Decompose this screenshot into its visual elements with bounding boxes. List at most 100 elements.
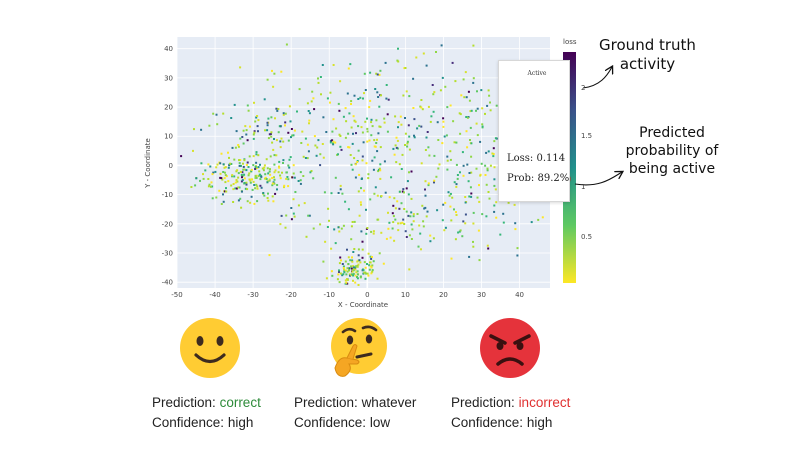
- scatter-point: [285, 171, 288, 174]
- scatter-point: [464, 71, 467, 74]
- scatter-point: [317, 77, 319, 80]
- scatter-point: [351, 260, 354, 263]
- scatter-point: [319, 164, 322, 167]
- scatter-point: [342, 266, 345, 269]
- scatter-point: [492, 155, 495, 158]
- scatter-point: [246, 188, 249, 191]
- scatter-point: [356, 276, 358, 278]
- scatter-point: [306, 157, 309, 160]
- thinking-face-icon: [327, 316, 391, 380]
- scatter-point: [464, 196, 467, 198]
- scatter-point: [319, 76, 322, 78]
- scatter-point: [486, 244, 489, 247]
- scatter-point: [470, 192, 473, 195]
- scatter-point: [397, 47, 399, 50]
- scatter-point: [209, 165, 212, 168]
- scatter-point: [445, 134, 448, 137]
- scatter-point: [422, 225, 425, 228]
- scatter-point: [472, 44, 475, 47]
- scatter-point: [355, 265, 358, 268]
- scatter-point: [372, 230, 375, 233]
- scatter-point: [293, 176, 296, 179]
- scatter-point: [432, 237, 435, 240]
- scatter-point: [361, 159, 364, 162]
- scatter-point: [254, 176, 257, 179]
- scatter-point: [464, 213, 467, 216]
- scatter-point: [273, 138, 275, 140]
- y-tick-label: 10: [164, 133, 173, 141]
- scatter-point: [263, 98, 266, 101]
- scatter-point: [386, 130, 389, 133]
- scatter-point: [239, 197, 242, 200]
- scatter-point: [250, 170, 253, 173]
- scatter-point: [453, 181, 456, 184]
- scatter-point: [367, 177, 370, 180]
- colorbar-tick-1: 1: [581, 183, 586, 191]
- scatter-point: [291, 134, 294, 137]
- scatter-point: [250, 168, 253, 171]
- colorbar-tick-1.5: 1.5: [581, 132, 593, 140]
- scatter-point: [334, 141, 337, 144]
- scatter-point: [327, 207, 330, 210]
- scatter-point: [288, 105, 291, 108]
- scatter-point: [207, 178, 210, 180]
- scatter-point: [334, 176, 337, 179]
- scatter-point: [277, 131, 280, 134]
- scatter-point: [231, 175, 233, 178]
- scatter-point: [332, 140, 335, 143]
- scatter-point: [246, 104, 249, 107]
- scatter-point: [329, 101, 331, 104]
- scatter-point: [455, 183, 458, 186]
- scatter-point: [371, 264, 374, 267]
- scatter-point: [338, 281, 341, 284]
- scatter-point: [246, 139, 249, 142]
- scatter-point: [478, 184, 480, 187]
- scatter-point: [245, 181, 248, 184]
- scatter-point: [256, 115, 259, 117]
- scatter-point: [353, 248, 356, 250]
- scatter-point: [361, 131, 364, 134]
- scatter-point: [289, 120, 292, 123]
- scatter-point: [413, 118, 416, 121]
- scatter-point: [354, 281, 357, 284]
- scatter-point: [337, 192, 340, 194]
- scatter-point: [444, 201, 447, 204]
- scatter-point: [386, 113, 389, 116]
- scatter-point: [272, 85, 275, 88]
- slightly-smiling-face-icon: [178, 316, 242, 380]
- scatter-point: [350, 103, 352, 105]
- scatter-point: [271, 177, 274, 179]
- scatter-point: [364, 120, 367, 123]
- scatter-point: [219, 172, 222, 175]
- scatter-point: [492, 153, 495, 155]
- scatter-point: [370, 121, 373, 124]
- scatter-point: [262, 169, 265, 172]
- scatter-point: [247, 166, 250, 168]
- scatter-point: [469, 126, 472, 129]
- y-tick-label: 30: [164, 74, 173, 82]
- scatter-point: [212, 112, 215, 115]
- scatter-point: [346, 278, 349, 281]
- scatter-point: [361, 256, 364, 259]
- scatter-point: [410, 238, 413, 240]
- scatter-point: [402, 94, 405, 97]
- scatter-point: [230, 117, 233, 119]
- scatter-point: [346, 92, 349, 95]
- scatter-point: [404, 144, 406, 146]
- scatter-point: [412, 107, 415, 109]
- scatter-point: [467, 90, 470, 93]
- scatter-point: [361, 155, 364, 158]
- scatter-point: [357, 190, 360, 193]
- scatter-point: [264, 129, 267, 132]
- scatter-point: [241, 176, 243, 179]
- scatter-point: [398, 207, 401, 210]
- scatter-point: [353, 119, 356, 122]
- scatter-point: [449, 104, 452, 107]
- scatter-point: [479, 174, 482, 177]
- scatter-point: [269, 155, 272, 158]
- scatter-point: [413, 136, 416, 139]
- scatter-point: [332, 118, 335, 121]
- scatter-point: [420, 125, 423, 128]
- scatter-point: [437, 167, 440, 170]
- scatter-point: [441, 142, 444, 145]
